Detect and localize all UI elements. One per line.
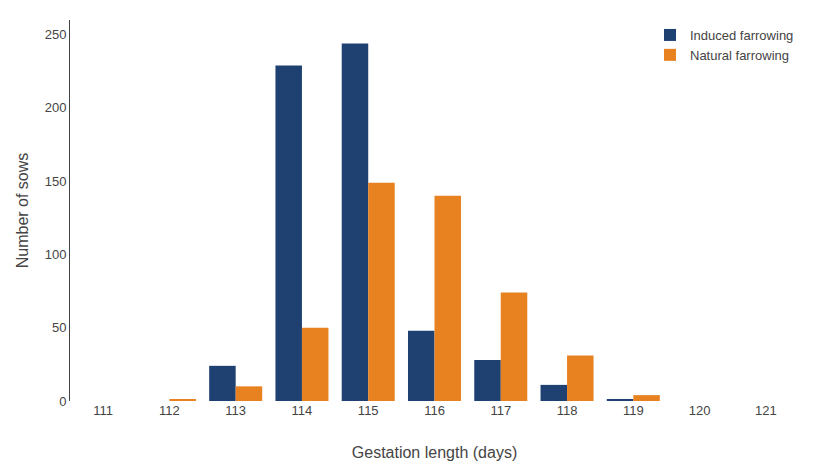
svg-text:Natural farrowing: Natural farrowing bbox=[690, 48, 789, 63]
svg-text:Number of sows: Number of sows bbox=[14, 153, 31, 269]
svg-text:114: 114 bbox=[292, 403, 313, 418]
svg-text:121: 121 bbox=[755, 403, 777, 418]
svg-text:250: 250 bbox=[45, 27, 67, 42]
svg-text:111: 111 bbox=[93, 403, 113, 418]
svg-text:116: 116 bbox=[424, 403, 445, 418]
svg-text:100: 100 bbox=[45, 247, 67, 262]
svg-text:113: 113 bbox=[225, 403, 246, 418]
svg-text:120: 120 bbox=[689, 403, 711, 418]
svg-text:115: 115 bbox=[358, 403, 379, 418]
svg-text:Induced farrowing: Induced farrowing bbox=[690, 28, 793, 43]
svg-text:0: 0 bbox=[59, 394, 66, 409]
svg-text:118: 118 bbox=[557, 403, 578, 418]
svg-text:Gestation length (days): Gestation length (days) bbox=[352, 444, 517, 461]
svg-text:117: 117 bbox=[490, 403, 511, 418]
svg-text:119: 119 bbox=[623, 403, 644, 418]
svg-text:200: 200 bbox=[45, 100, 67, 115]
svg-text:112: 112 bbox=[159, 403, 180, 418]
svg-text:50: 50 bbox=[52, 320, 66, 335]
svg-text:150: 150 bbox=[45, 174, 67, 189]
